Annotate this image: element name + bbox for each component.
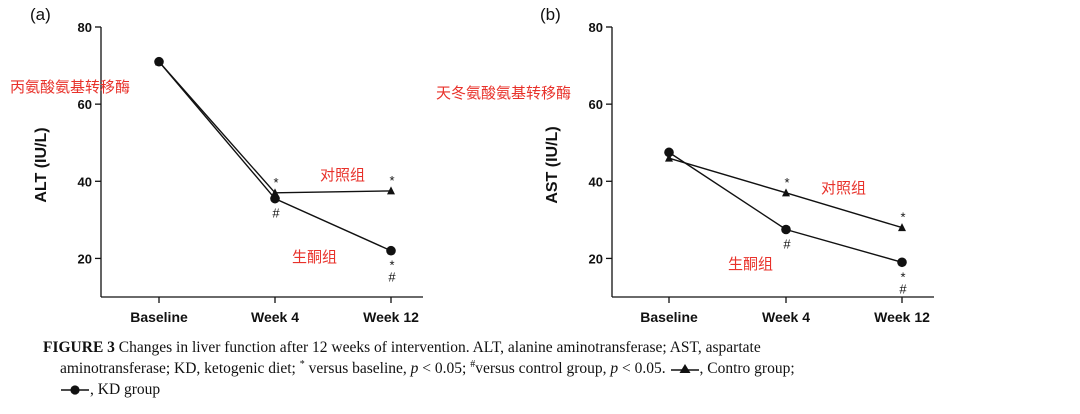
figure-caption: FIGURE 3 Changes in liver function after… (43, 337, 1005, 400)
caption-p-1: p (410, 360, 419, 377)
series-label: 对照组 (320, 167, 365, 184)
chart-annotation: 天冬氨酸氨基转移酶 (436, 85, 571, 102)
data-point-triangle (387, 186, 395, 195)
y-tick-label: 20 (589, 251, 603, 266)
significance-hash: # (899, 281, 907, 296)
caption-line-1: FIGURE 3 Changes in liver function after… (43, 337, 1005, 358)
caption-line-3: , KD group (43, 379, 1005, 400)
significance-star: * (784, 175, 789, 190)
data-point-circle (154, 56, 164, 67)
significance-hash: # (783, 237, 791, 252)
significance-star: * (900, 269, 905, 284)
significance-star: * (389, 173, 394, 188)
series-label: 生酮组 (292, 249, 337, 266)
caption-text-2a: aminotransferase; KD, ketogenic diet; (60, 360, 296, 377)
significance-hash: # (272, 206, 280, 221)
caption-label: FIGURE 3 (43, 339, 115, 356)
series-label: 生酮组 (728, 256, 773, 273)
y-axis-label: ALT (IU/L) (33, 127, 50, 202)
data-point-circle (781, 224, 791, 235)
panel-b-ast-chart: (b) 20 40 60 80 Baseline Week 4 Week 12 AST (IU/… (436, 5, 934, 325)
caption-text-2e: < 0.05. (622, 360, 666, 377)
caption-text-3: , KD group (90, 381, 161, 398)
caption-text-2f: , Contro group; (699, 360, 795, 377)
significance-star: * (389, 258, 394, 273)
significance-star: * (900, 210, 905, 225)
x-tick-label: Week 12 (874, 309, 930, 325)
x-tick-label: Week 4 (251, 309, 299, 325)
chart-annotation: 丙氨酸氨基转移酶 (10, 79, 130, 96)
x-tick-label: Week 12 (363, 309, 419, 325)
y-tick-label: 80 (78, 20, 92, 35)
x-tick-label: Baseline (640, 309, 698, 325)
panel-a-alt-chart: (a) 20 40 60 80 Baseline Week 4 Week 12 ALT (IU/… (10, 5, 423, 325)
caption-line-2: aminotransferase; KD, ketogenic diet; * … (43, 358, 1005, 379)
x-tick-label: Baseline (130, 309, 188, 325)
data-point-circle (386, 245, 396, 256)
series-line-kd (158, 61, 392, 252)
caption-text-2b: versus baseline, (308, 360, 407, 377)
x-tick-label: Week 4 (762, 309, 810, 325)
y-tick-label: 60 (589, 97, 603, 112)
data-point-circle (897, 257, 907, 268)
data-point-triangle (665, 153, 673, 162)
data-point-circle (664, 147, 674, 158)
caption-p-2: p (610, 360, 619, 377)
y-tick-label: 20 (78, 251, 92, 266)
y-tick-label: 60 (78, 97, 92, 112)
y-tick-label: 40 (589, 174, 603, 189)
y-tick-label: 80 (589, 20, 603, 35)
legend-circle-line-icon (61, 385, 89, 396)
caption-sup-hash: # (470, 358, 476, 370)
legend-triangle-line-icon (670, 364, 699, 374)
data-point-triangle (898, 223, 906, 232)
data-point-triangle (782, 188, 790, 197)
caption-text-2c: < 0.05; (422, 360, 467, 377)
data-point-circle (270, 193, 280, 204)
caption-sup-star: * (299, 358, 305, 370)
caption-text-1: Changes in liver function after 12 weeks… (118, 339, 761, 356)
caption-text-2d: versus control group, (475, 360, 607, 377)
significance-hash: # (388, 270, 396, 285)
y-tick-label: 40 (78, 174, 92, 189)
panel-letter: (a) (30, 5, 51, 24)
panel-letter: (b) (540, 5, 561, 24)
series-label: 对照组 (821, 180, 866, 197)
significance-star: * (273, 175, 278, 190)
y-axis-label: AST (IU/L) (544, 126, 561, 203)
